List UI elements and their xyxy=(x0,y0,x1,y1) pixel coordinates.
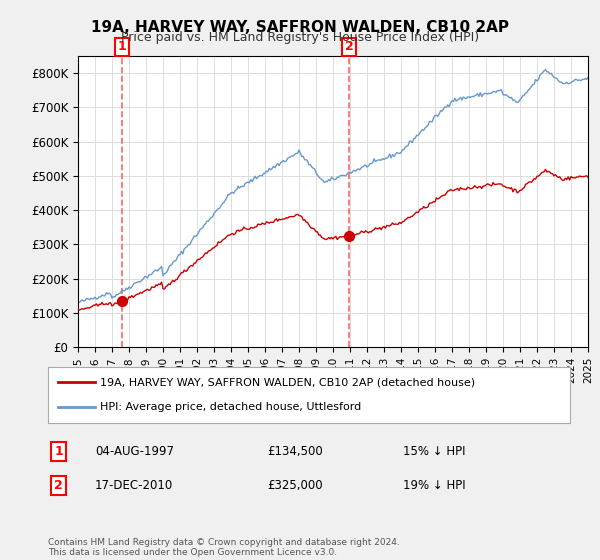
Point xyxy=(117,297,127,306)
Text: 1: 1 xyxy=(118,40,126,53)
Text: 2: 2 xyxy=(54,479,63,492)
Text: 1: 1 xyxy=(54,445,63,458)
Text: 15% ↓ HPI: 15% ↓ HPI xyxy=(403,445,466,458)
Text: Price paid vs. HM Land Registry's House Price Index (HPI): Price paid vs. HM Land Registry's House … xyxy=(121,31,479,44)
Text: 19A, HARVEY WAY, SAFFRON WALDEN, CB10 2AP: 19A, HARVEY WAY, SAFFRON WALDEN, CB10 2A… xyxy=(91,20,509,35)
Text: 2: 2 xyxy=(345,40,353,53)
Text: 19A, HARVEY WAY, SAFFRON WALDEN, CB10 2AP (detached house): 19A, HARVEY WAY, SAFFRON WALDEN, CB10 2A… xyxy=(100,377,475,388)
Text: 17-DEC-2010: 17-DEC-2010 xyxy=(95,479,173,492)
Text: 04-AUG-1997: 04-AUG-1997 xyxy=(95,445,174,458)
Text: HPI: Average price, detached house, Uttlesford: HPI: Average price, detached house, Uttl… xyxy=(100,402,361,412)
Text: Contains HM Land Registry data © Crown copyright and database right 2024.
This d: Contains HM Land Registry data © Crown c… xyxy=(48,538,400,557)
Point xyxy=(344,231,354,240)
Text: 19% ↓ HPI: 19% ↓ HPI xyxy=(403,479,466,492)
Text: £325,000: £325,000 xyxy=(267,479,323,492)
Text: £134,500: £134,500 xyxy=(267,445,323,458)
